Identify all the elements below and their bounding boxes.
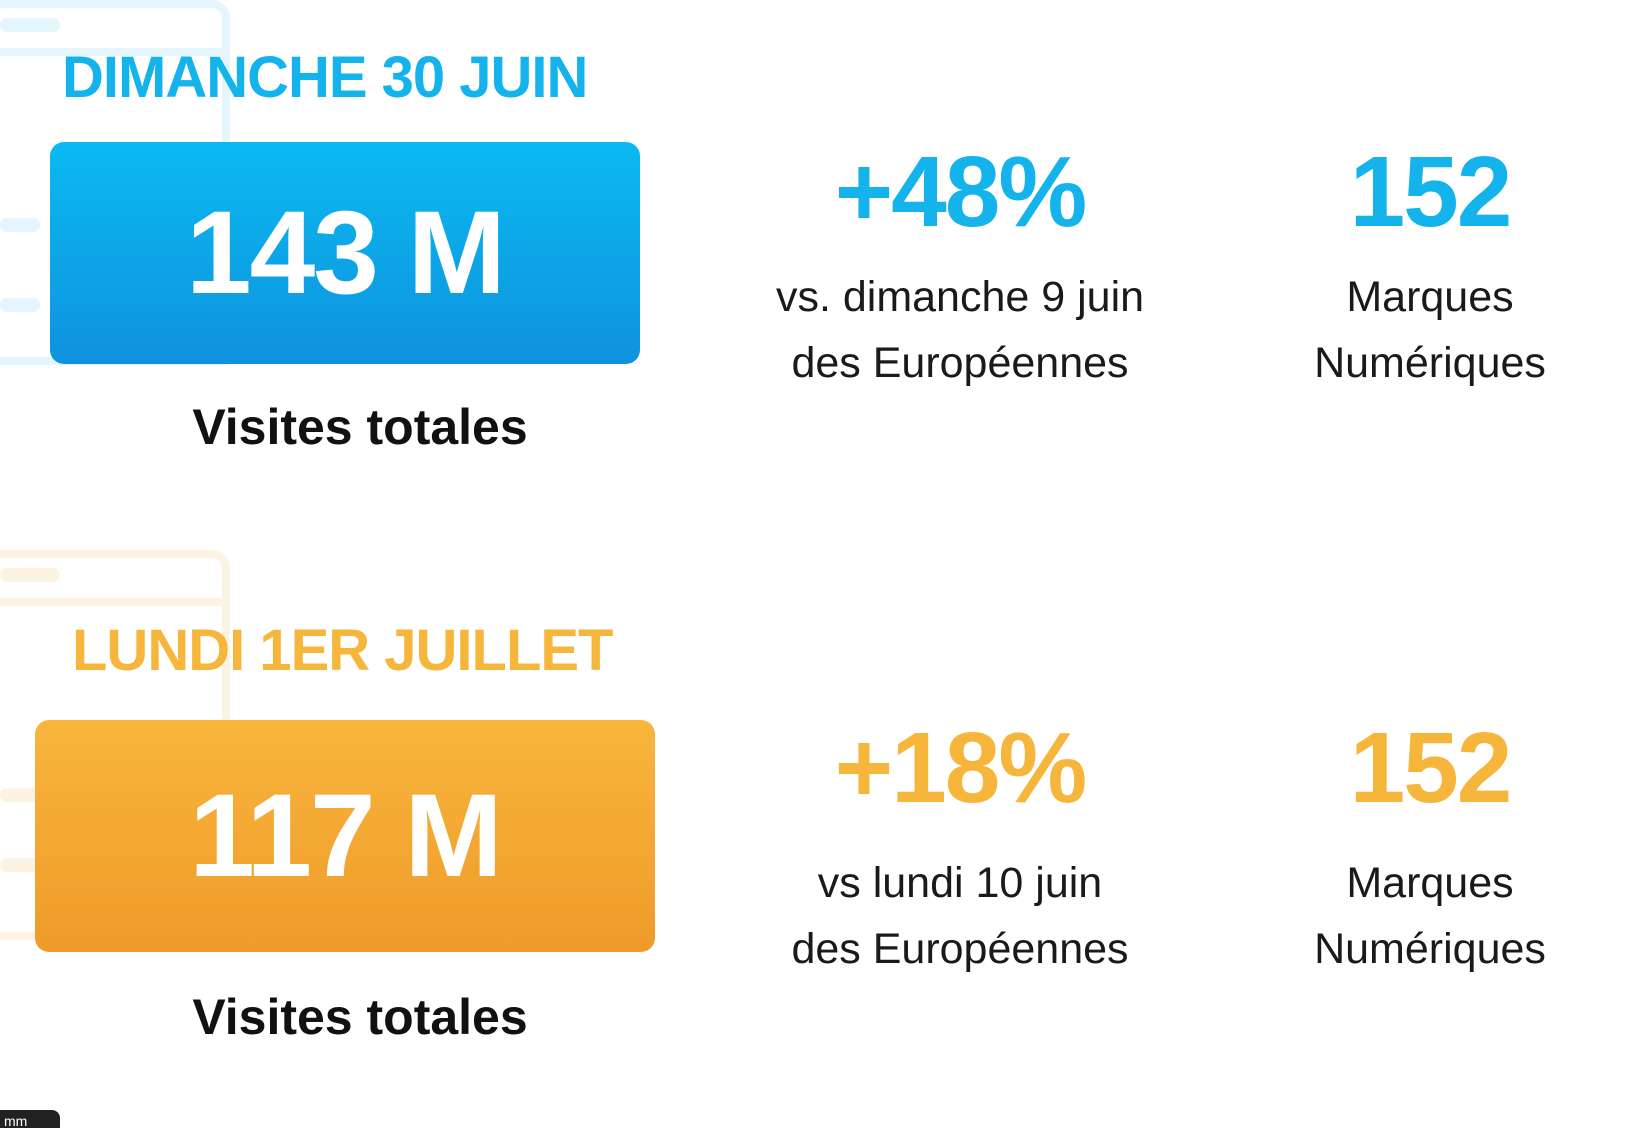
section1-caption: Visites totales [192, 399, 528, 455]
decor-bar [0, 788, 40, 802]
section2-brands-value: 152 [1349, 712, 1513, 824]
section2-total-visits-value: 117 M [189, 770, 502, 902]
section2-brands-stat: 152 Marques Numériques [1260, 718, 1600, 982]
section2-growth-stat: +18% vs lundi 10 juin des Européennes [740, 718, 1180, 982]
decor-line [0, 598, 222, 606]
section1-date-title: DIMANCHE 30 JUIN [62, 45, 588, 110]
section1-brands-label-line1: Marques [1346, 273, 1514, 321]
decor-bar [0, 568, 60, 582]
section2-brands-label-line2: Numériques [1314, 925, 1546, 973]
section1-growth-value: +48% [834, 136, 1088, 248]
decor-bar [0, 18, 60, 32]
section1-brands-stat: 152 Marques Numériques [1260, 142, 1600, 396]
section1-brands-label-line2: Numériques [1314, 339, 1546, 387]
section1-growth-label-line1: vs. dimanche 9 juin [775, 273, 1145, 321]
section2-date-title: LUNDI 1ER JUILLET [72, 618, 613, 683]
section2-brands-label-line1: Marques [1346, 859, 1514, 907]
corner-tag: mm [0, 1110, 60, 1128]
section2-growth-label-line1: vs lundi 10 juin [817, 859, 1103, 907]
decor-bar [0, 218, 40, 232]
section2-growth-label-line2: des Européennes [791, 925, 1129, 973]
section1-brands-value: 152 [1349, 136, 1513, 248]
section2-caption: Visites totales [192, 989, 528, 1045]
decor-bar [0, 298, 40, 312]
section2-total-visits-box: 117 M [35, 720, 655, 952]
section1-total-visits-value: 143 M [186, 187, 506, 319]
section1-growth-label-line2: des Européennes [791, 339, 1129, 387]
decor-bar [0, 858, 40, 872]
section1-total-visits-box: 143 M [50, 142, 640, 364]
decor-line [0, 48, 222, 56]
section2-growth-value: +18% [834, 712, 1088, 824]
section1-growth-stat: +48% vs. dimanche 9 juin des Européennes [740, 142, 1180, 396]
